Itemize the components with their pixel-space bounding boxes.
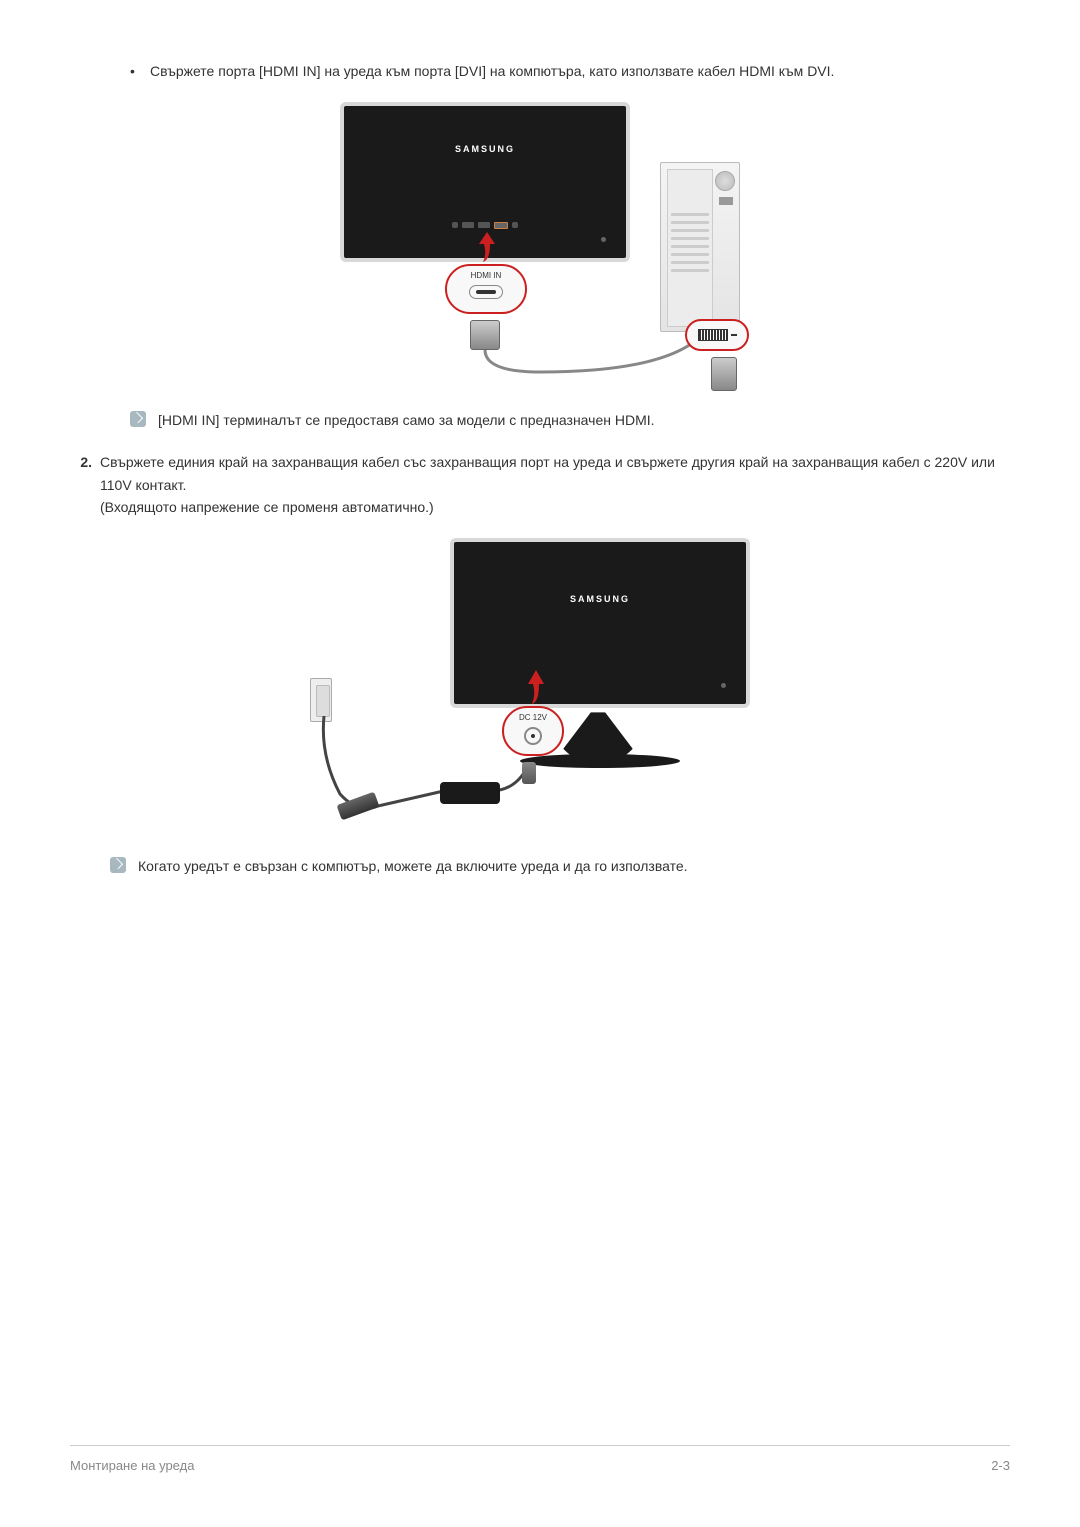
page-footer: Монтиране на уреда 2-3 <box>70 1445 1010 1477</box>
dvi-connector <box>711 357 737 391</box>
note-power: Когато уредът е свързан с компютър, може… <box>110 855 1010 877</box>
step-body: Свържете единия край на захранващия кабе… <box>100 451 1010 518</box>
note-icon <box>130 411 146 427</box>
note-hdmi: [HDMI IN] терминалът се предоставя само … <box>130 409 1010 431</box>
step-line1: Свържете единия край на захранващия кабе… <box>100 451 1010 496</box>
hdmi-callout: HDMI IN <box>445 264 527 314</box>
power-adapter <box>440 782 500 804</box>
port-strip <box>425 220 545 230</box>
footer-section-title: Монтиране на уреда <box>70 1456 194 1477</box>
arrow-icon <box>475 230 499 264</box>
brand-label: SAMSUNG <box>454 542 746 606</box>
footer-page-number: 2-3 <box>991 1456 1010 1477</box>
step-2: 2. Свържете единия край на захранващия к… <box>70 451 1010 518</box>
fan-icon <box>715 171 735 191</box>
note-text: [HDMI IN] терминалът се предоставя само … <box>158 409 655 431</box>
note-text: Когато уредът е свързан с компютър, може… <box>138 855 688 877</box>
monitor-rear: SAMSUNG <box>450 538 750 708</box>
diagram-hdmi-connection: SAMSUNG HDMI IN <box>70 102 1010 388</box>
barrel-connector <box>522 762 536 784</box>
bullet-text: Свържете порта [HDMI IN] на уреда към по… <box>150 60 1010 82</box>
page-content: • Свържете порта [HDMI IN] на уреда към … <box>0 0 1080 877</box>
pc-tower <box>660 162 740 332</box>
diagram-power-connection: SAMSUNG DC 12V <box>70 538 1010 834</box>
dvi-callout <box>685 319 749 351</box>
dvi-port-icon <box>698 329 728 341</box>
step-number: 2. <box>70 451 100 518</box>
step-line2: (Входящото напрежение се променя автомат… <box>100 496 1010 518</box>
bullet-marker: • <box>130 60 150 82</box>
hdmi-port-icon <box>469 285 503 299</box>
callout-label: HDMI IN <box>471 271 502 280</box>
brand-label: SAMSUNG <box>344 106 626 156</box>
bullet-item: • Свържете порта [HDMI IN] на уреда към … <box>130 60 1010 82</box>
arrow-icon <box>524 668 548 706</box>
note-icon <box>110 857 126 873</box>
